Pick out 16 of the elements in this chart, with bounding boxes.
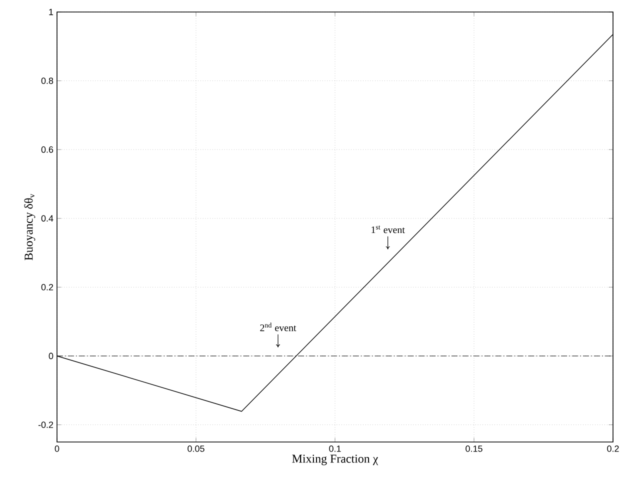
x-tick-label: 0 bbox=[54, 446, 60, 452]
y-tick-label: -0.2 bbox=[38, 422, 54, 428]
x-axis-title: Mixing Fraction χ bbox=[292, 454, 378, 466]
x-tick-label: 0.15 bbox=[466, 446, 482, 452]
y-tick-label: 0.8 bbox=[41, 78, 54, 84]
y-tick-label: 0.4 bbox=[41, 215, 54, 222]
x-tick-label: 0.2 bbox=[607, 446, 619, 452]
annotation: 2$^{nd}$ event bbox=[260, 322, 296, 332]
y-tick-label: 0.6 bbox=[41, 146, 54, 153]
y-axis-title: Buoyancy δθ$_{v}$ bbox=[24, 194, 36, 260]
y-tick-label: 0.2 bbox=[41, 284, 54, 290]
y-tick-label: 1 bbox=[49, 8, 54, 16]
annotation: 1$^{st}$ event bbox=[372, 226, 405, 234]
y-tick-label: 0 bbox=[48, 352, 54, 360]
x-tick-label: 0.1 bbox=[329, 446, 341, 452]
x-tick-label: 0.05 bbox=[188, 446, 204, 452]
